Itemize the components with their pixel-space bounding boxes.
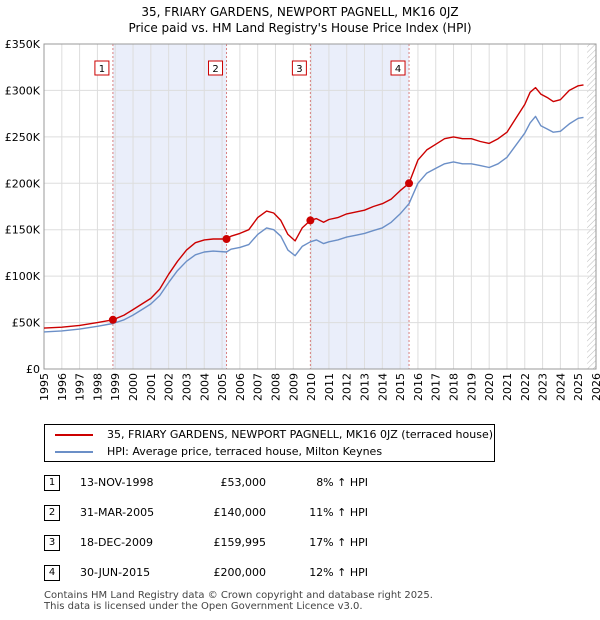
series-line-property — [43, 84, 584, 329]
legend-item-hpi: HPI: Average price, terraced house, Milt… — [55, 444, 382, 460]
y-tick-label: £100K — [5, 270, 41, 283]
shaded-span — [112, 44, 227, 369]
y-tick-label: £0 — [26, 363, 40, 376]
event-number: 3 — [44, 535, 60, 551]
x-tick-label: 2021 — [501, 373, 514, 401]
event-marker-label: 3 — [296, 64, 302, 75]
series-line-hpi — [43, 115, 584, 333]
event-hpi-delta: 12% ↑ HPI — [309, 566, 368, 579]
shaded-span — [310, 44, 410, 369]
x-tick-label: 2010 — [305, 373, 318, 401]
sale-point — [405, 179, 414, 188]
x-tick-label: 2020 — [483, 373, 496, 401]
x-tick-label: 2026 — [590, 373, 600, 401]
footer-line-1: Contains HM Land Registry data © Crown c… — [44, 590, 433, 601]
event-date: 18-DEC-2009 — [80, 536, 154, 549]
x-tick-label: 2011 — [323, 373, 336, 401]
table-row: 2 31-MAR-2005 £140,000 11% ↑ HPI — [0, 502, 600, 524]
x-tick-label: 2007 — [252, 373, 265, 401]
y-tick-label: £200K — [5, 177, 41, 190]
event-marker-box — [291, 60, 307, 76]
y-tick-label: £300K — [5, 84, 41, 97]
x-tick-label: 2023 — [537, 373, 550, 401]
event-marker-box — [94, 60, 110, 76]
x-tick-label: 1995 — [38, 373, 51, 401]
legend-item-property: 35, FRIARY GARDENS, NEWPORT PAGNELL, MK1… — [55, 427, 493, 443]
table-row: 4 30-JUN-2015 £200,000 12% ↑ HPI — [0, 562, 600, 584]
x-tick-label: 2016 — [412, 373, 425, 401]
x-tick-label: 1998 — [91, 373, 104, 401]
x-tick-label: 2024 — [554, 373, 567, 401]
event-marker-label: 4 — [395, 64, 401, 75]
event-price: £200,000 — [213, 566, 267, 579]
chart-legend: 35, FRIARY GARDENS, NEWPORT PAGNELL, MK1… — [44, 424, 495, 462]
event-hpi-delta: 11% ↑ HPI — [309, 506, 368, 519]
x-tick-label: 2000 — [127, 373, 140, 401]
event-date: 30-JUN-2015 — [80, 566, 151, 579]
chart-title: 35, FRIARY GARDENS, NEWPORT PAGNELL, MK1… — [141, 5, 459, 19]
x-tick-label: 2008 — [269, 373, 282, 401]
x-tick-label: 2006 — [234, 373, 247, 401]
event-marker-label: 1 — [99, 64, 105, 75]
legend-label-hpi: HPI: Average price, terraced house, Milt… — [107, 445, 383, 458]
legend-swatch-property — [55, 434, 93, 436]
x-tick-label: 2012 — [341, 373, 354, 401]
footer-line-2: This data is licensed under the Open Gov… — [44, 601, 363, 612]
x-tick-label: 2003 — [180, 373, 193, 401]
x-tick-label: 2022 — [519, 373, 532, 401]
y-tick-label: £350K — [5, 38, 41, 51]
table-row: 1 13-NOV-1998 £53,000 8% ↑ HPI — [0, 472, 600, 494]
event-marker-label: 2 — [212, 64, 218, 75]
x-tick-label: 2015 — [394, 373, 407, 401]
event-hpi-delta: 17% ↑ HPI — [309, 536, 368, 549]
event-number: 2 — [44, 505, 60, 521]
forecast-hatch — [587, 44, 596, 369]
x-tick-label: 2013 — [359, 373, 372, 401]
event-date: 13-NOV-1998 — [80, 476, 154, 489]
sale-point — [108, 315, 117, 324]
event-price: £159,995 — [213, 536, 267, 549]
legend-label-property: 35, FRIARY GARDENS, NEWPORT PAGNELL, MK1… — [107, 428, 494, 441]
price-chart: 1 2 3 4 £0 £50K £100K £150K £200K £250K £300K £350K… — [5, 38, 600, 401]
x-tick-label: 1996 — [56, 373, 69, 401]
sale-point — [306, 216, 315, 225]
x-tick-label: 2002 — [163, 373, 176, 401]
y-tick-label: £150K — [5, 224, 41, 237]
chart-subtitle: Price paid vs. HM Land Registry's House … — [128, 21, 472, 35]
x-tick-label: 2019 — [465, 373, 478, 401]
legend-swatch-hpi — [55, 451, 93, 453]
table-row: 3 18-DEC-2009 £159,995 17% ↑ HPI — [0, 532, 600, 554]
event-hpi-delta: 8% ↑ HPI — [316, 476, 368, 489]
x-tick-label: 2001 — [145, 373, 158, 401]
y-tick-label: £50K — [12, 317, 41, 330]
event-price: £140,000 — [213, 506, 267, 519]
event-marker-box — [208, 60, 224, 76]
event-number: 4 — [44, 565, 60, 581]
x-tick-label: 2009 — [287, 373, 300, 401]
event-date: 31-MAR-2005 — [80, 506, 155, 519]
sale-point — [222, 235, 231, 243]
x-tick-label: 2018 — [448, 373, 461, 401]
event-marker-box — [390, 60, 406, 76]
x-tick-label: 2017 — [430, 373, 443, 401]
x-tick-label: 1999 — [109, 373, 122, 401]
event-price: £53,000 — [220, 476, 267, 489]
x-tick-label: 2004 — [198, 373, 211, 401]
y-tick-label: £250K — [5, 131, 41, 144]
x-tick-label: 2014 — [376, 373, 389, 401]
footer-attribution: Contains HM Land Registry data © Crown c… — [44, 590, 433, 612]
plot-frame — [43, 43, 597, 370]
event-number: 1 — [44, 475, 60, 491]
x-tick-label: 1997 — [74, 373, 87, 401]
x-tick-label: 2025 — [572, 373, 585, 401]
x-tick-label: 2005 — [216, 373, 229, 401]
